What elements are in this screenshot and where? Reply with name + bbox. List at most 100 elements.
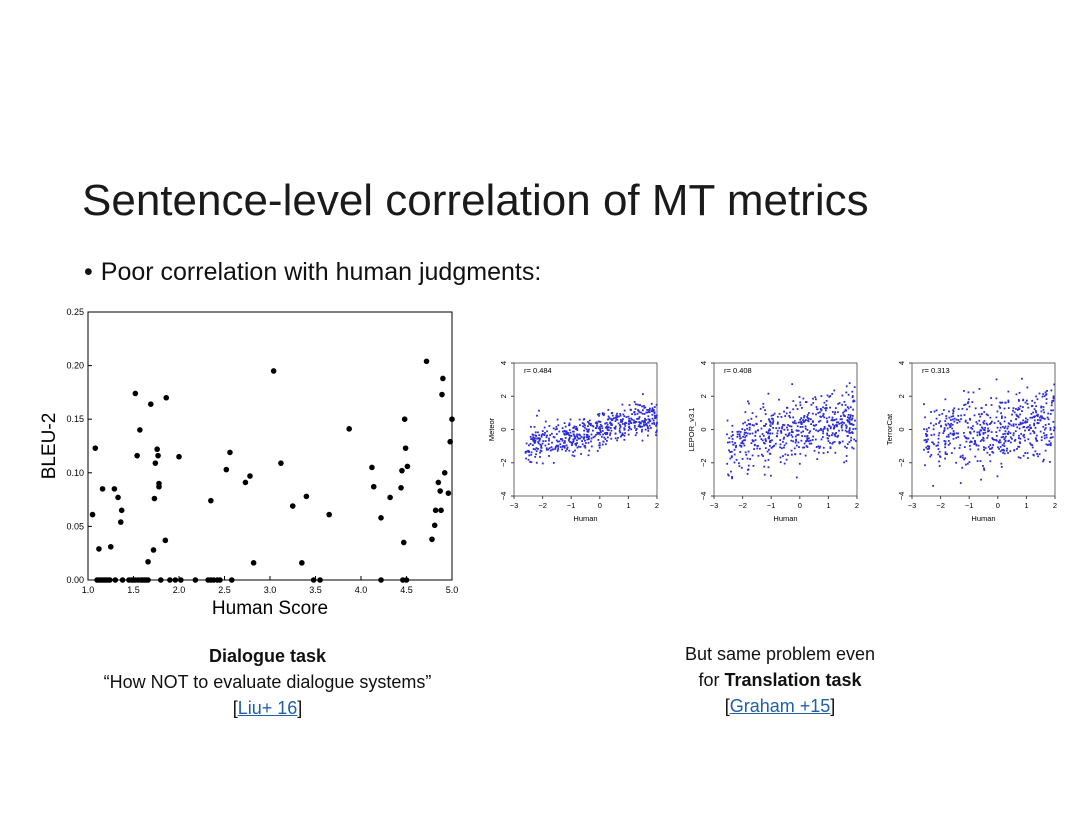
data-point: [751, 439, 754, 442]
data-point: [738, 465, 741, 468]
data-point: [634, 403, 637, 406]
data-point: [651, 407, 654, 410]
data-point: [1048, 443, 1051, 446]
data-point: [845, 391, 848, 394]
liu-reference-link[interactable]: Liu+ 16: [237, 698, 298, 718]
data-point: [539, 455, 541, 458]
x-tick-label: −1: [965, 501, 974, 510]
data-point: [1031, 399, 1034, 402]
data-point: [820, 429, 823, 431]
data-point: [792, 421, 794, 424]
data-point: [982, 465, 984, 467]
data-point: [964, 420, 967, 423]
data-point: [793, 420, 796, 422]
data-point: [1023, 436, 1026, 439]
data-point: [783, 410, 785, 413]
translation-reference: [Graham +15]: [724, 696, 836, 716]
data-point: [821, 436, 824, 438]
data-point: [1000, 465, 1003, 468]
data-point: [806, 437, 809, 440]
graham-reference-link[interactable]: Graham +15: [729, 696, 831, 716]
data-point: [1019, 457, 1022, 459]
data-point: [959, 482, 962, 484]
data-point: [802, 397, 805, 400]
data-point: [629, 420, 632, 423]
data-point: [1018, 399, 1020, 402]
data-point: [581, 440, 583, 442]
data-point: [575, 442, 578, 445]
data-point: [111, 486, 118, 492]
data-point: [606, 431, 609, 434]
data-point: [763, 473, 766, 476]
data-point: [1039, 430, 1042, 433]
data-point: [829, 446, 832, 449]
data-point: [569, 418, 572, 421]
data-point: [844, 429, 847, 432]
data-point: [838, 422, 841, 425]
data-point: [763, 465, 766, 468]
data-point: [989, 444, 992, 446]
data-point: [982, 433, 985, 435]
data-point: [642, 409, 644, 412]
data-point: [576, 442, 578, 445]
data-point: [854, 440, 857, 442]
data-point: [609, 422, 611, 424]
data-point: [1002, 433, 1005, 436]
data-point: [781, 427, 783, 430]
data-point: [1007, 430, 1010, 433]
data-point: [563, 441, 566, 444]
data-point: [771, 446, 774, 448]
data-point: [967, 426, 970, 429]
data-point: [438, 507, 444, 514]
data-point: [1024, 421, 1027, 424]
data-point: [849, 423, 852, 426]
data-point: [984, 431, 987, 434]
data-point: [980, 407, 983, 410]
data-point: [805, 445, 808, 447]
translation-line-2: for Translation task: [698, 670, 862, 690]
data-point: [851, 396, 854, 399]
data-point: [924, 438, 927, 441]
data-point: [969, 441, 971, 444]
data-point: [1019, 442, 1021, 445]
data-point: [933, 410, 936, 413]
data-point: [983, 411, 986, 413]
data-point: [1000, 401, 1003, 404]
data-point: [568, 434, 571, 437]
dialogue-task-label: Dialogue task: [208, 646, 327, 666]
data-point: [819, 419, 822, 422]
data-point: [741, 428, 744, 430]
data-point: [825, 407, 828, 410]
data-point: [956, 421, 959, 424]
data-point: [790, 453, 793, 456]
data-point: [824, 407, 826, 410]
data-point: [984, 426, 987, 429]
data-point: [749, 458, 752, 460]
data-point: [583, 436, 586, 439]
data-point: [606, 432, 609, 435]
data-point: [530, 438, 533, 440]
data-point: [820, 416, 822, 418]
data-point: [587, 438, 590, 441]
data-point: [808, 431, 811, 434]
data-point: [145, 558, 151, 565]
data-point: [841, 440, 844, 443]
data-point: [783, 436, 786, 439]
data-point: [761, 453, 763, 456]
data-point: [1045, 436, 1048, 439]
data-point: [537, 448, 539, 450]
data-point: [848, 422, 851, 425]
data-point: [1001, 401, 1004, 404]
data-point: [404, 463, 411, 470]
data-point: [620, 434, 623, 437]
data-point: [750, 417, 753, 420]
data-point: [983, 419, 986, 422]
data-point: [813, 428, 815, 430]
data-point: [610, 422, 613, 425]
data-point: [975, 444, 978, 447]
data-point: [636, 418, 638, 420]
data-point: [945, 424, 948, 427]
data-point: [989, 448, 991, 450]
data-point: [1017, 456, 1020, 459]
data-point: [851, 390, 854, 393]
